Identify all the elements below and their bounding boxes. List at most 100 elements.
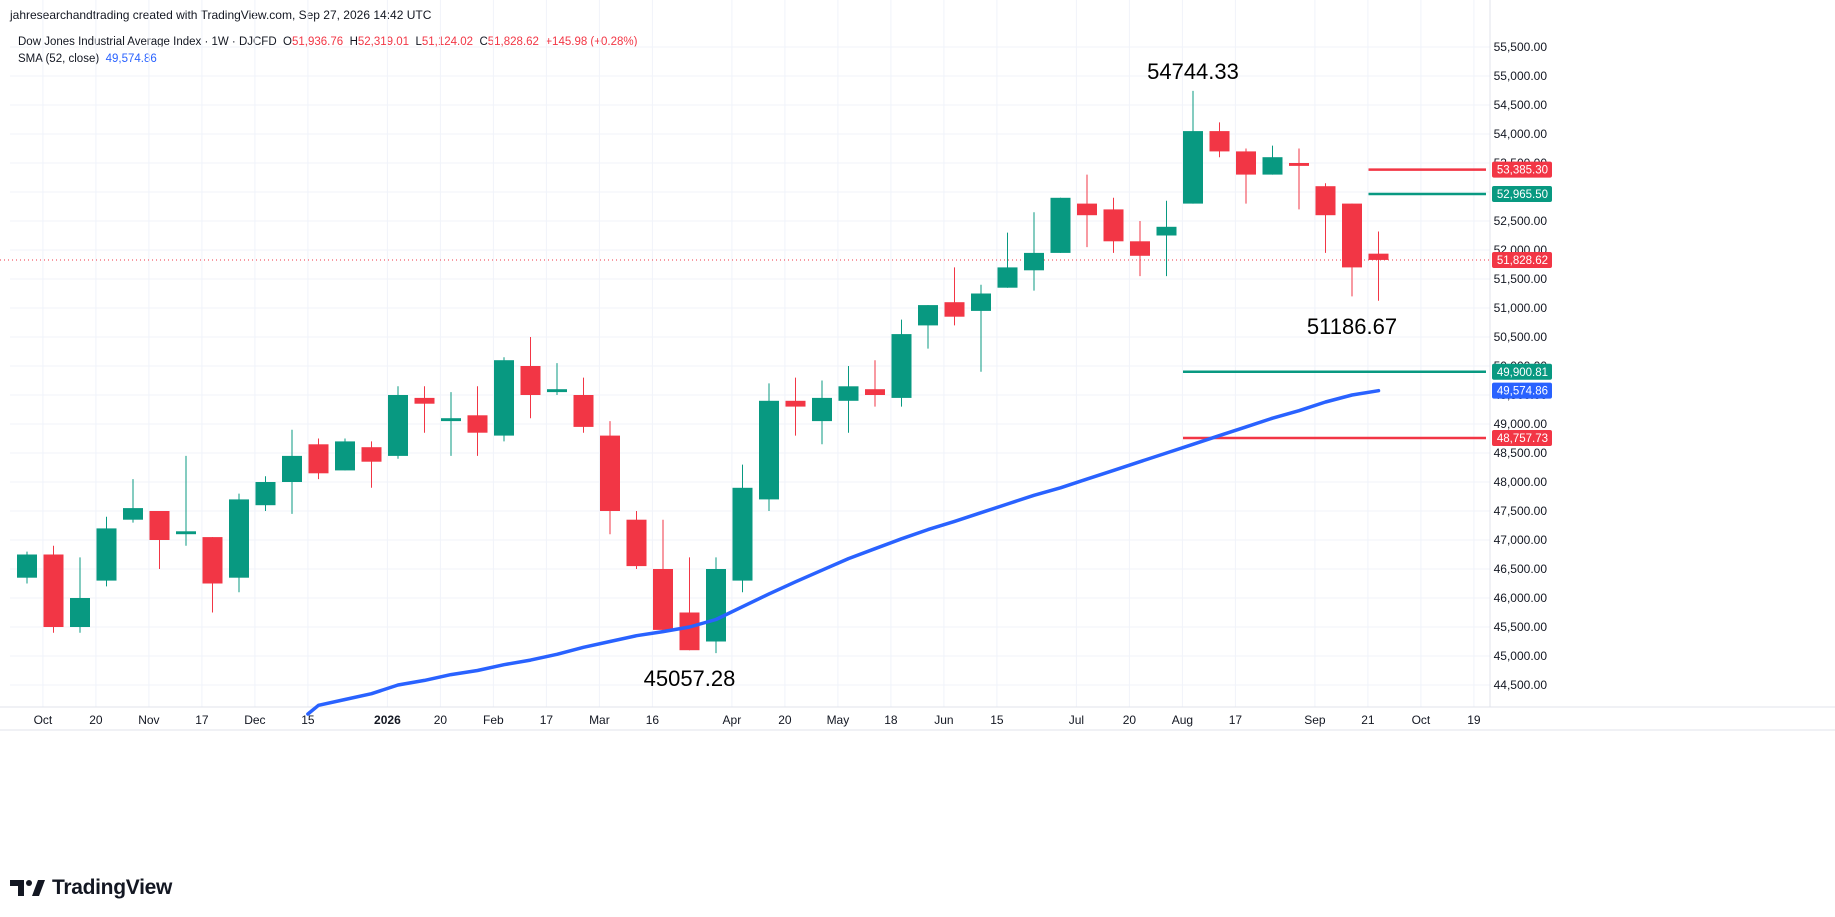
candle-up <box>255 476 276 511</box>
candle-body <box>1103 209 1124 242</box>
high-label: H <box>349 36 358 48</box>
x-tick-label: 15 <box>301 713 315 727</box>
candle-down <box>1342 203 1362 297</box>
y-tick-label: 47,500.00 <box>1494 504 1548 518</box>
y-tick-label: 54,000.00 <box>1494 127 1548 141</box>
candle-body <box>918 305 938 326</box>
candle-body <box>467 415 488 433</box>
candle-body <box>573 395 594 427</box>
candle-body <box>43 554 64 627</box>
y-tick-label: 54,500.00 <box>1494 98 1548 112</box>
candle-body <box>812 397 832 422</box>
candle-up <box>838 366 859 433</box>
x-tick-label: Nov <box>138 713 159 727</box>
candle-up <box>494 357 514 442</box>
high-value: 52,319.01 <box>357 36 410 48</box>
axis-layer: 44,500.00 45,000.00 45,500.00 46,000.00 46,5… <box>0 0 1835 731</box>
candle-body <box>255 482 276 506</box>
annotations-layer: 54744.33 51186.67 45057.28 <box>644 59 1397 691</box>
candle-down <box>414 386 435 433</box>
price-tag-label: 52,965.50 <box>1497 189 1548 201</box>
sma-label[interactable]: SMA (52, close) <box>18 53 100 65</box>
x-tick-label: May <box>827 713 850 727</box>
candle-up <box>229 493 249 593</box>
candle-up <box>282 429 302 514</box>
candle-body <box>997 267 1018 288</box>
price-annotation: 54744.33 <box>1147 59 1239 84</box>
candle-body <box>414 397 435 404</box>
candle-up <box>971 284 991 372</box>
sma-price-tag: 49,574.86 <box>1492 382 1552 399</box>
candle-down <box>1103 197 1124 253</box>
candle-body <box>335 441 355 471</box>
sma-layer <box>306 388 1381 716</box>
candle-body <box>1077 203 1097 216</box>
x-tick-label: Jul <box>1069 713 1084 727</box>
tradingview-logo[interactable]: TradingView <box>10 876 172 900</box>
candle-up <box>891 319 912 407</box>
tradingview-brand-text: TradingView <box>52 876 173 899</box>
candle-down <box>944 267 965 326</box>
close-value: 51,828.62 <box>487 36 539 48</box>
ohlc-legend-row: Dow Jones Industrial Average Index · 1W … <box>18 34 637 51</box>
candle-body <box>1183 131 1203 204</box>
candle-body <box>17 554 37 578</box>
x-tick-label: Dec <box>244 713 265 727</box>
candle-body <box>971 293 991 311</box>
candle-down <box>865 360 885 407</box>
y-tick-label: 55,500.00 <box>1494 40 1548 54</box>
x-tick-label: 17 <box>540 713 554 727</box>
candle-body <box>891 334 912 398</box>
close-label: C <box>479 36 488 48</box>
x-tick-label: Mar <box>589 713 610 727</box>
candle-down <box>361 441 382 488</box>
y-tick-label: 44,500.00 <box>1494 678 1548 692</box>
candle-up <box>176 455 196 546</box>
candle-down <box>1315 183 1336 253</box>
candle-up <box>1024 212 1044 291</box>
x-tick-label: Sep <box>1304 713 1326 727</box>
candle-down <box>1077 174 1097 248</box>
x-tick-label: Apr <box>723 713 742 727</box>
y-tick-label: 52,500.00 <box>1494 214 1548 228</box>
candle-up <box>997 232 1018 288</box>
candle-down <box>1209 122 1230 158</box>
last-price-tag: 51,828.62 <box>1492 251 1552 268</box>
candles-layer <box>17 90 1389 654</box>
price-tag-bg <box>1492 186 1552 203</box>
level-price-tag: 52,965.50 <box>1492 186 1552 203</box>
x-tick-label: 21 <box>1361 713 1375 727</box>
x-tick-label: 17 <box>195 713 209 727</box>
candle-up <box>17 551 37 584</box>
candle-down <box>1236 148 1256 204</box>
candle-down <box>467 386 488 456</box>
x-tick-label: 20 <box>89 713 103 727</box>
candle-body <box>123 508 143 520</box>
candle-up <box>706 557 726 654</box>
candle-body <box>1209 131 1230 152</box>
candle-body <box>547 389 567 393</box>
price-annotation: 45057.28 <box>644 666 736 691</box>
x-tick-label: Jun <box>934 713 953 727</box>
candle-up <box>335 438 355 471</box>
candle-down <box>785 377 806 436</box>
candle-body <box>202 537 223 584</box>
candle-body <box>732 487 753 581</box>
candle-body <box>70 598 90 627</box>
candle-body <box>1050 197 1071 253</box>
grid-layer <box>10 0 1490 707</box>
candle-up <box>388 386 408 459</box>
symbol-label[interactable]: Dow Jones Industrial Average Index · 1W … <box>18 36 277 48</box>
candle-body <box>1236 151 1256 175</box>
x-tick-label: 20 <box>1123 713 1137 727</box>
candle-down <box>653 519 673 633</box>
price-annotation: 51186.67 <box>1307 314 1397 339</box>
y-tick-label: 50,500.00 <box>1494 330 1548 344</box>
candle-up <box>1156 200 1177 277</box>
y-tick-label: 46,500.00 <box>1494 562 1548 576</box>
price-tag-bg <box>1492 430 1552 447</box>
candle-body <box>176 531 196 535</box>
candle-body <box>1024 252 1044 271</box>
candle-body <box>785 400 806 407</box>
